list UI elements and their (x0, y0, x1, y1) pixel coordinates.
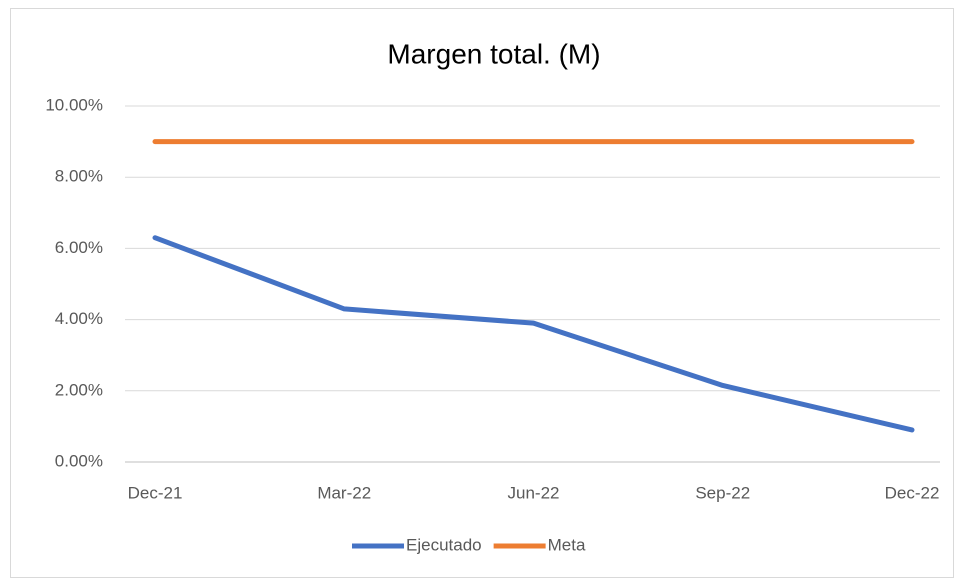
legend-label: Ejecutado (406, 535, 482, 554)
x-tick-label: Dec-21 (128, 483, 183, 502)
chart-frame (10, 8, 954, 578)
y-tick-label: 2.00% (55, 380, 103, 399)
line-series (152, 235, 915, 433)
x-tick-label: Mar-22 (317, 483, 371, 502)
y-tick-label: 6.00% (55, 238, 103, 257)
x-tick-label: Sep-22 (695, 483, 750, 502)
y-tick-label: 0.00% (55, 451, 103, 470)
x-tick-label: Dec-22 (885, 483, 940, 502)
y-tick-label: 4.00% (55, 309, 103, 328)
y-tick-label: 10.00% (45, 95, 103, 114)
x-tick-label: Jun-22 (508, 483, 560, 502)
chart-title: Margen total. (M) (387, 38, 600, 69)
y-tick-label: 8.00% (55, 167, 103, 186)
legend-label: Meta (548, 535, 586, 554)
